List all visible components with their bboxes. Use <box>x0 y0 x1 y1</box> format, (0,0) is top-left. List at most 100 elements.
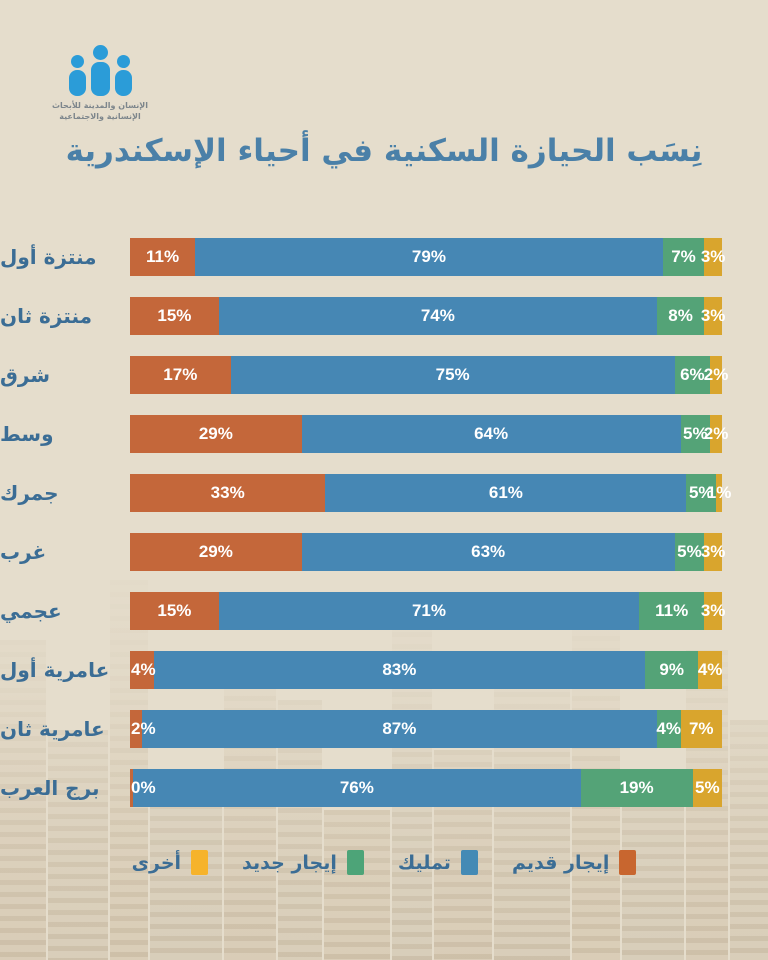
chart-row: جمرك 33% 61% 5% 1% <box>0 474 731 512</box>
legend-label: أخرى <box>131 851 182 874</box>
segment-ownership: 87% <box>141 710 657 748</box>
segment-new-rent: 8% <box>656 297 705 335</box>
segment-old-rent: 17% <box>130 356 231 394</box>
segment-old-rent: 2% <box>130 710 156 748</box>
legend-item-ownership: تمليك <box>398 850 478 875</box>
stacked-bar: 15% 74% 8% 3% <box>130 297 725 335</box>
segment-ownership: 63% <box>301 533 675 571</box>
person-figure-icon <box>68 55 86 96</box>
org-name-line2: الإنسانية والاجتماعية <box>59 112 141 121</box>
segment-value-label: 71% <box>411 601 446 620</box>
category-label: غرب <box>0 540 47 564</box>
category-label: جمرك <box>0 481 59 505</box>
segment-new-rent: 6% <box>674 356 711 394</box>
chart-row: شرق 17% 75% 6% 2% <box>0 356 728 394</box>
legend-swatch-old-rent <box>619 850 637 875</box>
category-label: عامرية ثان <box>0 717 105 741</box>
segment-other: 3% <box>701 533 725 571</box>
segment-new-rent: 5% <box>686 474 717 512</box>
segment-other: 5% <box>692 769 723 807</box>
segment-value-label: 5% <box>683 424 708 443</box>
org-name-line1: الإنسان والمدينة للأبحاث <box>52 101 148 110</box>
segment-value-label: 5% <box>677 542 702 561</box>
segment-old-rent: 15% <box>130 297 219 335</box>
person-figure-icon <box>90 45 110 96</box>
segment-value-label: 74% <box>420 306 455 325</box>
segment-other: 2% <box>704 356 728 394</box>
segment-ownership: 83% <box>153 651 646 689</box>
segment-value-label: 4% <box>656 719 681 738</box>
segment-value-label: 61% <box>488 483 523 502</box>
chart-legend: إيجار قديم تمليك إيجار جديد أخرى <box>0 850 768 875</box>
stacked-bar: 33% 61% 5% 1% <box>130 474 731 512</box>
segment-new-rent: 5% <box>680 415 711 453</box>
segment-old-rent: 29% <box>130 415 302 453</box>
segment-new-rent: 19% <box>580 769 693 807</box>
stacked-bar: 29% 63% 5% 3% <box>130 533 725 571</box>
segment-other: 3% <box>701 592 725 630</box>
segment-value-label: 79% <box>411 247 446 266</box>
segment-value-label: 33% <box>210 483 245 502</box>
segment-value-label: 3% <box>700 542 726 561</box>
segment-value-label: 15% <box>157 601 192 620</box>
legend-swatch-new-rent <box>346 850 364 875</box>
category-label: شرق <box>0 363 50 387</box>
segment-value-label: 3% <box>700 306 726 325</box>
segment-other: 3% <box>701 297 725 335</box>
segment-ownership: 76% <box>133 769 581 807</box>
chart-row: غرب 29% 63% 5% 3% <box>0 533 725 571</box>
segment-ownership: 64% <box>301 415 681 453</box>
category-label: برج العرب <box>0 776 100 800</box>
segment-value-label: 83% <box>382 660 417 679</box>
chart-row: عجمي 15% 71% 11% 3% <box>0 592 725 630</box>
segment-ownership: 79% <box>195 238 663 276</box>
segment-value-label: 15% <box>157 306 192 325</box>
category-label: عامرية أول <box>0 658 110 682</box>
legend-label: إيجار قديم <box>511 851 610 874</box>
segment-value-label: 9% <box>659 660 684 679</box>
segment-value-label: 3% <box>700 247 726 266</box>
segment-new-rent: 11% <box>639 592 705 630</box>
segment-value-label: 6% <box>680 365 705 384</box>
segment-value-label: 1% <box>706 483 732 502</box>
chart-row: منتزة أول 11% 79% 7% 3% <box>0 238 725 276</box>
org-logo: الإنسان والمدينة للأبحاث الإنسانية والاج… <box>42 40 158 122</box>
legend-item-new-rent: إيجار جديد <box>242 850 364 875</box>
segment-value-label: 19% <box>619 778 654 797</box>
segment-value-label: 4% <box>697 660 723 679</box>
segment-old-rent: 0% <box>130 769 156 807</box>
segment-old-rent: 11% <box>130 238 196 276</box>
segment-value-label: 3% <box>700 601 726 620</box>
segment-value-label: 11% <box>655 601 689 620</box>
segment-value-label: 0% <box>131 778 156 797</box>
segment-value-label: 64% <box>474 424 509 443</box>
chart-row: منتزة ثان 15% 74% 8% 3% <box>0 297 725 335</box>
segment-ownership: 74% <box>218 297 657 335</box>
people-icon <box>42 40 158 96</box>
chart-row: وسط 29% 64% 5% 2% <box>0 415 728 453</box>
segment-value-label: 75% <box>435 365 470 384</box>
category-label: عجمي <box>0 599 62 623</box>
building-silhouette <box>730 720 768 960</box>
segment-value-label: 76% <box>339 778 374 797</box>
stacked-bar: 17% 75% 6% 2% <box>130 356 728 394</box>
segment-new-rent: 4% <box>656 710 681 748</box>
segment-value-label: 11% <box>146 247 180 266</box>
segment-value-label: 2% <box>703 365 729 384</box>
segment-new-rent: 9% <box>645 651 699 689</box>
stacked-bar: 15% 71% 11% 3% <box>130 592 725 630</box>
segment-other: 7% <box>680 710 722 748</box>
chart-row: عامرية أول 4% 83% 9% 4% <box>0 651 722 689</box>
segment-value-label: 4% <box>131 660 156 679</box>
stacked-bar-chart: منتزة أول 11% 79% 7% 3% منتزة ثان 15% 74% 8% 3% شر… <box>0 238 731 828</box>
segment-ownership: 71% <box>218 592 640 630</box>
segment-old-rent: 29% <box>130 533 302 571</box>
legend-label: إيجار جديد <box>242 851 337 874</box>
legend-label: تمليك <box>397 851 451 874</box>
segment-other: 3% <box>701 238 725 276</box>
segment-value-label: 7% <box>671 247 696 266</box>
segment-value-label: 63% <box>471 542 506 561</box>
stacked-bar: 0% 76% 19% 5% <box>130 769 723 807</box>
segment-value-label: 7% <box>688 719 714 738</box>
